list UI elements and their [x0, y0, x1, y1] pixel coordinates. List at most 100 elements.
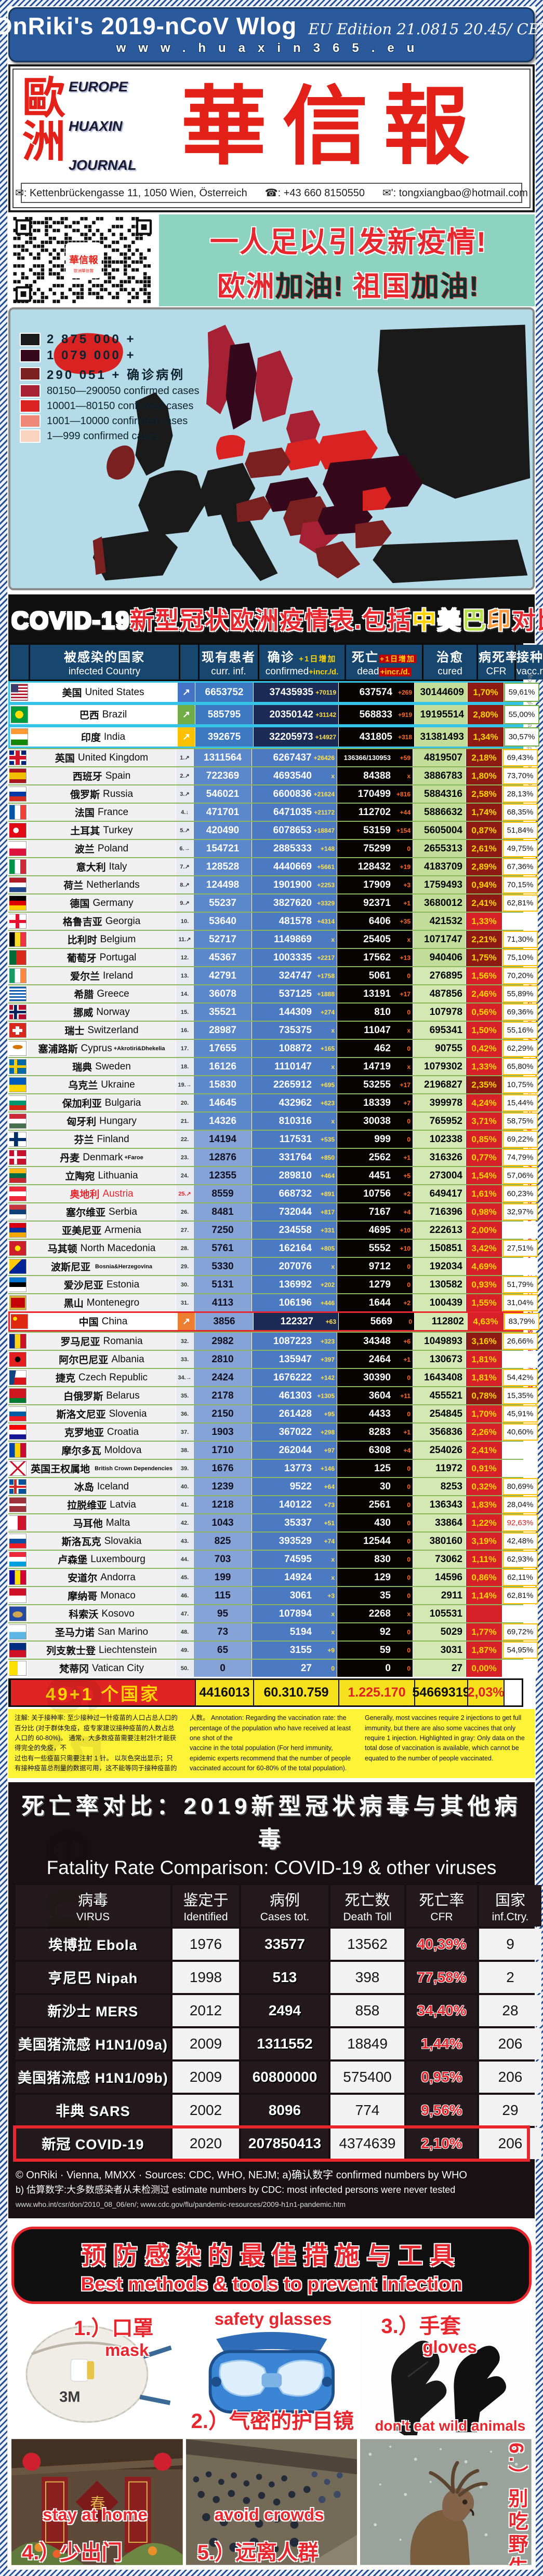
- country-name: 巴西 Brazil: [29, 705, 177, 725]
- legend-item: 10001—80150 confirmed cases: [20, 399, 200, 413]
- confirmed-cell: 2265912 +695: [251, 1076, 337, 1094]
- prevention-title: 预防感染的最佳措施与工具 Best methods & tools to pre…: [11, 2226, 532, 2304]
- current-infected-cell: 2150: [193, 1405, 251, 1423]
- footer-urls[interactable]: www.who.int/csr/don/2010_08_06/en/; www.…: [16, 2200, 346, 2208]
- current-infected-cell: 3856: [195, 1313, 253, 1331]
- legend-item: 290 051 + 确诊病例: [20, 364, 200, 383]
- confirmed-cell: 2885333 +148: [251, 840, 337, 858]
- current-infected-cell: 199: [193, 1569, 251, 1587]
- current-infected-cell: 16126: [193, 1058, 251, 1076]
- vaccination-cell: 62,81%: [502, 894, 538, 912]
- confirmed-cell: 106196 +446: [251, 1294, 337, 1312]
- legend-label: 1—999 confirmed cases: [47, 430, 159, 442]
- country-name: 比利时 Belgium: [27, 931, 176, 948]
- rank-cell: 21.: [176, 1113, 193, 1130]
- cfr-cell: 2,61%: [466, 840, 502, 858]
- website-url[interactable]: www.huaxin365.eu: [116, 41, 427, 55]
- cured-cell: 130582: [413, 1276, 466, 1294]
- cfr-cell: 2,41%: [466, 894, 502, 912]
- vaccination-cell: 51,84%: [502, 822, 538, 839]
- dead-increment: +318: [398, 733, 412, 741]
- confirmed-cell: 6471035 +21172: [251, 804, 337, 821]
- current-infected-cell: 1903: [193, 1423, 251, 1441]
- vaccination-cell: 62,81%: [502, 1587, 538, 1605]
- title-segment: 对比: [511, 607, 543, 634]
- country-name: 瑞士 Switzerland: [27, 1022, 176, 1039]
- legend-label: 80150—290050 confirmed cases: [47, 385, 200, 397]
- current-infected-cell: 53640: [193, 913, 251, 930]
- dead-cell: 4451 +5: [337, 1167, 413, 1185]
- current-infected-cell: 7250: [193, 1222, 251, 1239]
- virus-name-cell: 新沙士 MERS: [16, 1995, 170, 2026]
- confirmed-cell: 537125 +1888: [251, 985, 337, 1003]
- dead-cell: 75299 0: [337, 840, 413, 858]
- dead-cell: 112702 +44: [337, 804, 413, 821]
- rank-cell: 30.: [176, 1276, 193, 1294]
- cured-cell: 5886632: [413, 804, 466, 821]
- vaccination-cell: 58,75%: [502, 1113, 538, 1130]
- dead-increment: +1: [403, 899, 410, 907]
- virus-name-cell: 新冠 COVID-19: [16, 2127, 170, 2159]
- confirmed-increment: +891: [320, 1190, 335, 1198]
- dead-cell: 125 0: [337, 1460, 413, 1477]
- virus-name-cell: 非典 SARS: [16, 2094, 170, 2126]
- country-flag-icon: [9, 1570, 27, 1585]
- confirmed-increment: +70119: [315, 688, 336, 696]
- cured-cell: 150851: [413, 1240, 466, 1257]
- confirmed-cell: 367022 +298: [251, 1423, 337, 1441]
- vaccination-cell: [502, 913, 538, 930]
- country-flag-icon: [9, 1150, 27, 1165]
- dead-increment: +10: [400, 1244, 410, 1252]
- rank-cell: 1.↗: [176, 749, 193, 767]
- dead-cell: 53255 +17: [337, 1076, 413, 1094]
- confirmed-cell: 810316 x: [251, 1113, 337, 1130]
- cured-cell: 1071747: [413, 931, 466, 948]
- confirmed-increment: +623: [320, 1099, 335, 1107]
- covid-rows: 美国 United States ↗ 6653752 37435935 +70119 637…: [8, 681, 539, 1677]
- cfr-cell: 1,11%: [466, 1551, 502, 1568]
- cfr-cell: 1,87%: [466, 1642, 502, 1659]
- confirmed-increment: +165: [320, 1045, 335, 1052]
- country-flag-icon: [9, 1041, 27, 1056]
- country-name: 爱尔兰 Ireland: [27, 967, 176, 985]
- table-row: 格鲁吉亚 Georgia 10. 53640 481578 +4314 6406 +35 421…: [8, 912, 538, 930]
- current-infected-cell: 8559: [193, 1185, 251, 1203]
- current-infected-cell: 35521: [193, 1004, 251, 1021]
- confirmed-increment: +535: [320, 1135, 335, 1143]
- vaccination-cell: 15,44%: [502, 1094, 538, 1112]
- dead-increment: 0: [407, 1410, 410, 1418]
- confirmed-increment: +202: [320, 1281, 335, 1289]
- vaccination-cell: 71,30%: [502, 931, 538, 948]
- rank-cell: 32.: [176, 1333, 193, 1350]
- confirmed-increment: +63: [325, 1318, 336, 1325]
- current-infected-cell: 14326: [193, 1113, 251, 1130]
- confirmed-increment: +9: [327, 1646, 335, 1654]
- dead-cell: 92 0: [337, 1623, 413, 1641]
- dead-increment: 0: [407, 1483, 410, 1490]
- vaccination-cell: 69,43%: [502, 749, 538, 767]
- prevention-section: 预防感染的最佳措施与工具 Best methods & tools to pre…: [8, 2223, 535, 2569]
- table-row: 亚美尼亚 Armenia 27. 7250 234558 +331 4695 +10 22261…: [8, 1221, 538, 1239]
- virus-row: 美国猪流感 H1N1/09a) 2009 1311552 18849 1,44% 206: [16, 2028, 541, 2059]
- country-name: 波斯尼亚 Bosnia&Herzegovina: [27, 1258, 176, 1276]
- cfr-cell: 0,85%: [466, 1131, 502, 1148]
- country-flag-icon: [9, 1370, 27, 1386]
- prevention-title-zh: 预防感染的最佳措施与工具: [81, 2241, 462, 2269]
- cured-cell: 102338: [413, 1131, 466, 1148]
- confirmed-cell: 735375 x: [251, 1022, 337, 1039]
- cured-cell: 399978: [413, 1094, 466, 1112]
- confirmed-increment: +274: [320, 1008, 335, 1016]
- confirmed-cell: 4693540 x: [251, 767, 337, 785]
- country-name: 科索沃 Kosovo: [27, 1605, 176, 1623]
- current-infected-cell: 45367: [193, 949, 251, 967]
- email-text[interactable]: ✉': tongxiangbao@hotmail.com: [382, 187, 528, 199]
- rank-cell: 23.: [176, 1149, 193, 1167]
- virus-cases-cell: 8096: [241, 2094, 328, 2126]
- dead-cell: 431805 +318: [338, 727, 414, 747]
- country-name: 冰岛 Iceland: [27, 1478, 176, 1496]
- cfr-cell: 1,14%: [466, 1587, 502, 1605]
- cured-cell: 3031: [413, 1642, 466, 1659]
- cfr-cell: 0,86%: [466, 1569, 502, 1587]
- rank-cell: 14.: [176, 985, 193, 1003]
- vaccination-cell: 32,97%: [502, 1203, 538, 1221]
